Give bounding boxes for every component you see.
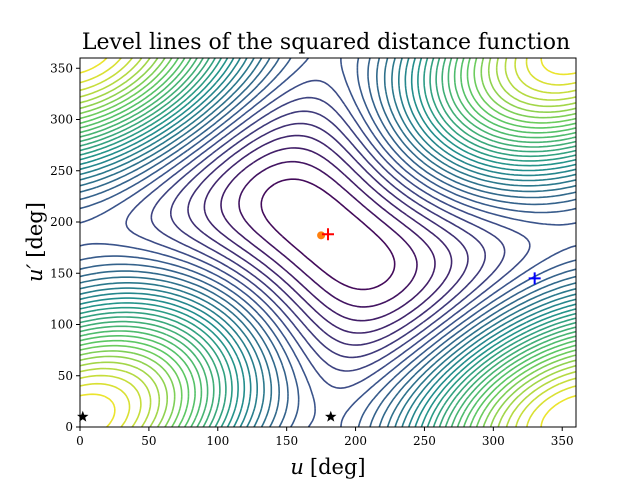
x-axis-ticks: 0 50 100 150 200 250 300 350 (76, 427, 574, 448)
star-marker (325, 410, 337, 422)
contour-level (80, 58, 576, 427)
y-tick-label: 100 (50, 318, 73, 332)
y-axis-label: u′[deg] (23, 202, 47, 282)
y-tick-label: 250 (50, 164, 73, 178)
contour-level (80, 58, 576, 427)
x-axis-label: u [deg] (290, 455, 365, 479)
contour-level (80, 58, 576, 427)
contour-level (187, 122, 469, 346)
circle-marker (317, 231, 326, 240)
contour-lines (80, 58, 576, 427)
chart-title: Level lines of the squared distance func… (82, 30, 570, 55)
contour-level (80, 58, 576, 427)
x-tick-label: 0 (76, 434, 84, 448)
contour-level (238, 160, 418, 308)
contour-level (125, 79, 531, 389)
contour-level (220, 147, 436, 322)
contour-level (80, 58, 576, 427)
contour-level (80, 58, 576, 427)
markers (77, 228, 541, 422)
x-tick-label: 300 (482, 434, 505, 448)
contour-level (203, 134, 453, 334)
contour-level (170, 110, 486, 359)
contour-level (80, 58, 576, 427)
contour-level (80, 58, 576, 427)
contour-level (80, 58, 576, 427)
contour-level (260, 178, 396, 291)
contour-level (80, 58, 576, 427)
contour-level (80, 58, 576, 427)
plot-frame (79, 57, 577, 428)
y-tick-label: 300 (50, 113, 73, 127)
contour-level (80, 58, 576, 427)
x-tick-label: 250 (413, 434, 436, 448)
contour-level (80, 58, 576, 427)
plus-marker (528, 272, 541, 285)
contour-level (80, 58, 576, 427)
contour-level (80, 58, 576, 427)
y-tick-label: 50 (58, 369, 73, 383)
x-tick-label: 200 (344, 434, 367, 448)
y-tick-label: 200 (50, 215, 73, 229)
contour-level (80, 58, 576, 427)
x-tick-label: 150 (275, 434, 298, 448)
contour-level (80, 58, 576, 427)
y-tick-label: 150 (50, 266, 73, 280)
y-tick-label: 350 (50, 61, 73, 75)
contour-level (80, 58, 576, 427)
contour-level (80, 58, 576, 427)
x-tick-label: 100 (206, 434, 229, 448)
star-marker (77, 410, 89, 422)
x-tick-label: 50 (141, 434, 156, 448)
contour-level (150, 96, 506, 372)
plus-marker (322, 228, 334, 241)
y-tick-label: 0 (65, 420, 73, 434)
y-axis-ticks: 0 50 100 150 200 250 300 350 (50, 61, 80, 434)
contour-level (80, 58, 576, 427)
x-tick-label: 350 (551, 434, 574, 448)
